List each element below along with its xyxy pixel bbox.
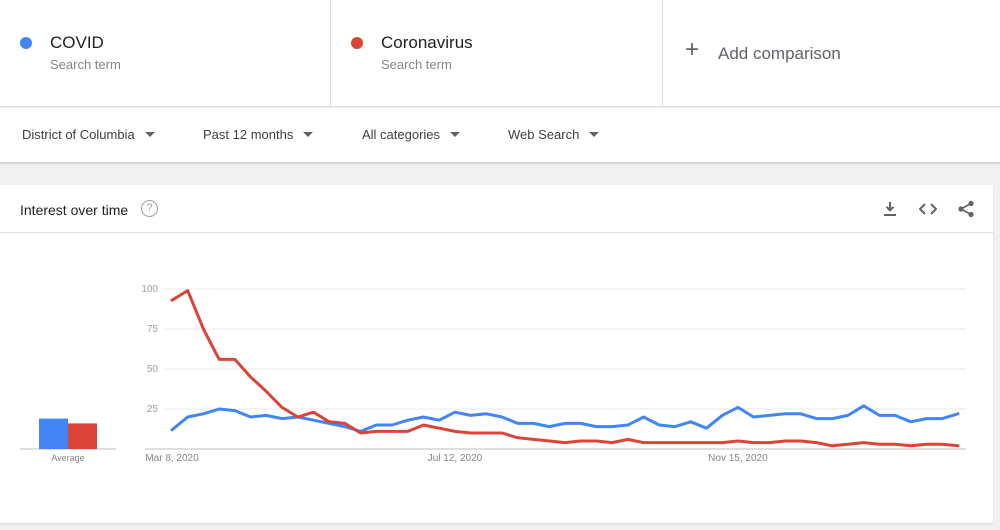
search-term-covid[interactable]: COVID Search term [0, 0, 331, 107]
help-icon[interactable]: ? [141, 200, 158, 217]
share-icon[interactable] [955, 198, 977, 220]
term-type: Search term [381, 57, 452, 72]
average-bar [39, 418, 68, 449]
category-label: All categories [362, 127, 441, 142]
interest-over-time-card: Interest over time ? 25 50 75 100 Mar 8, 20… [0, 185, 993, 523]
search-type-dropdown[interactable]: Web Search [508, 127, 600, 142]
y-tick-label: 100 [141, 284, 158, 295]
category-dropdown[interactable]: All categories [362, 127, 461, 142]
search-term-coronavirus[interactable]: Coronavirus Search term [331, 0, 663, 107]
y-tick-label: 50 [147, 364, 159, 375]
x-tick-label: Jul 12, 2020 [428, 453, 483, 464]
time-range-dropdown[interactable]: Past 12 months [203, 127, 314, 142]
chevron-down-icon [144, 132, 155, 137]
x-axis-ticks: Mar 8, 2020 Jul 12, 2020 Nov 15, 2020 [145, 453, 768, 464]
embed-code-icon[interactable] [917, 198, 939, 220]
y-axis-ticks: 25 50 75 100 [141, 284, 158, 415]
x-tick-label: Mar 8, 2020 [145, 453, 199, 464]
region-dropdown[interactable]: District of Columbia [22, 127, 155, 142]
term-color-dot-covid [20, 37, 32, 49]
series-line [170, 404, 960, 433]
average-bar [68, 423, 97, 449]
term-name: Coronavirus [381, 33, 473, 52]
download-icon[interactable] [879, 198, 901, 220]
chart-gridlines [145, 288, 966, 450]
search-type-label: Web Search [508, 127, 580, 142]
region-label: District of Columbia [22, 127, 135, 142]
term-type: Search term [50, 57, 121, 72]
y-tick-label: 75 [147, 324, 159, 335]
series-lines [170, 289, 960, 448]
card-title: Interest over time [20, 202, 129, 218]
term-name: COVID [50, 33, 104, 52]
series-line [170, 289, 960, 448]
interest-chart: 25 50 75 100 Mar 8, 2020 Jul 12, 2020 Nov 15,… [20, 284, 966, 464]
card-header: Interest over time ? [0, 185, 993, 233]
term-color-dot-coronavirus [351, 37, 363, 49]
add-comparison-button[interactable]: + Add comparison [663, 0, 1000, 107]
average-label: Average [51, 453, 84, 463]
time-range-label: Past 12 months [203, 127, 294, 142]
chevron-down-icon [450, 132, 461, 137]
search-terms-bar: COVID Search term Coronavirus Search ter… [0, 0, 1000, 107]
chevron-down-icon [589, 132, 600, 137]
filters-bar: District of Columbia Past 12 months All … [0, 108, 1000, 163]
y-tick-label: 25 [147, 404, 159, 415]
chevron-down-icon [303, 132, 314, 137]
add-comparison-label: Add comparison [718, 44, 841, 63]
plus-icon: + [685, 36, 700, 63]
average-bars: Average [20, 418, 116, 463]
x-tick-label: Nov 15, 2020 [708, 453, 768, 464]
